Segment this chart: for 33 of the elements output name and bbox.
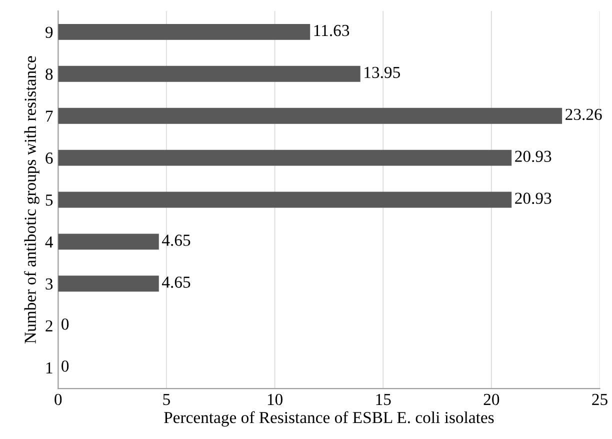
x-tick-label: 10 (268, 394, 282, 406)
x-tick-label: 0 (54, 394, 62, 406)
data-label: 4.65 (162, 234, 190, 246)
bar (58, 150, 512, 166)
data-label: 0 (62, 318, 69, 330)
bar (58, 276, 159, 292)
data-label: 13.95 (364, 66, 400, 78)
data-label: 20.93 (515, 192, 552, 204)
bar (58, 234, 159, 250)
y-tick-label: 6 (46, 152, 53, 164)
bar (58, 192, 512, 208)
data-label: 20.93 (515, 150, 552, 162)
x-tick-label: 5 (163, 394, 170, 406)
x-axis-title: Percentage of Resistance of ESBL E. coli isolates (164, 411, 494, 427)
y-tick-label: 2 (46, 320, 52, 332)
y-tick-label: 3 (46, 278, 53, 290)
y-tick-label: 5 (46, 194, 53, 206)
y-axis-title: Number of antibotic groups with resistance (24, 56, 40, 344)
x-tick-label: 25 (592, 394, 608, 406)
bar (58, 66, 360, 82)
y-tick-label: 8 (46, 68, 53, 80)
bar (58, 108, 562, 124)
data-label: 0 (62, 360, 69, 372)
data-label: 23.26 (566, 108, 602, 120)
y-tick-label: 9 (45, 26, 53, 38)
y-tick-label: 1 (46, 362, 52, 374)
x-tick-label: 20 (484, 394, 500, 406)
y-tick-label: 4 (45, 236, 54, 248)
data-label: 11.63 (314, 24, 350, 36)
y-tick-label: 7 (46, 110, 53, 122)
bar (58, 24, 310, 40)
x-tick-label: 15 (376, 394, 391, 406)
data-label: 4.65 (162, 276, 190, 288)
